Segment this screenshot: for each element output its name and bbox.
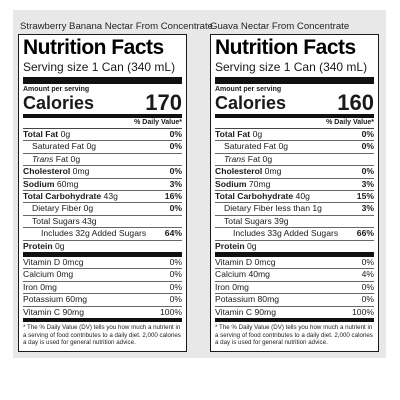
cholesterol-row: Cholesterol 0mg 0% — [215, 166, 374, 179]
product-name: Guava Nectar From Concentrate — [210, 21, 350, 32]
daily-value-header: % Daily Value* — [215, 118, 374, 129]
nutrition-sheet: Strawberry Banana Nectar From Concentrat… — [13, 10, 386, 358]
protein-row: Protein 0g — [215, 241, 374, 258]
amount-per-serving: Amount per serving — [215, 86, 282, 93]
daily-value-footnote: * The % Daily Value (DV) tells you how m… — [23, 324, 181, 346]
nutrition-facts-title: Nutrition Facts — [215, 36, 356, 59]
saturated-fat-row: Saturated Fat 0g 0% — [215, 141, 374, 154]
total-fat-row: Total Fat 0g 0% — [215, 129, 374, 142]
serving-size: Serving size 1 Can (340 mL) — [23, 60, 182, 75]
total-carbohydrate-row: Total Carbohydrate 43g 16% — [23, 191, 182, 204]
dietary-fiber-row: Dietary Fiber 0g 0% — [23, 203, 182, 216]
sodium-row: Sodium 60mg 3% — [23, 179, 182, 192]
calories-value: 160 — [337, 90, 374, 115]
vitamin-row: Potassium 60mg 0% — [23, 294, 182, 307]
total-carbohydrate-row: Total Carbohydrate 40g 15% — [215, 191, 374, 204]
daily-value-footnote: * The % Daily Value (DV) tells you how m… — [215, 324, 373, 346]
dietary-fiber-row: Dietary Fiber less than 1g 3% — [215, 203, 374, 216]
product-name: Strawberry Banana Nectar From Concentrat… — [20, 21, 214, 32]
trans-fat-row: Trans Fat 0g — [23, 154, 182, 167]
trans-fat-row: Trans Fat 0g — [215, 154, 374, 167]
nutrition-facts-title: Nutrition Facts — [23, 36, 164, 59]
divider-medium — [215, 114, 374, 118]
total-sugars-row: Total Sugars 39g — [215, 216, 374, 229]
calories-row: Calories 170 — [23, 90, 182, 115]
calories-label: Calories — [215, 93, 287, 113]
serving-size-value: 1 Can (340 mL) — [91, 60, 176, 74]
vitamin-row: Iron 0mg 0% — [23, 282, 182, 295]
vitamin-row: Calcium 40mg 4% — [215, 269, 374, 282]
total-sugars-row: Total Sugars 43g — [23, 216, 182, 229]
added-sugars-row: Includes 33g Added Sugars 66% — [215, 228, 374, 241]
vitamin-row: Vitamin D 0mcg 0% — [23, 257, 182, 270]
divider-medium — [23, 114, 182, 118]
vitamin-row: Iron 0mg 0% — [215, 282, 374, 295]
sodium-row: Sodium 70mg 3% — [215, 179, 374, 192]
protein-row: Protein 0g — [23, 241, 182, 258]
saturated-fat-row: Saturated Fat 0g 0% — [23, 141, 182, 154]
added-sugars-row: Includes 32g Added Sugars 64% — [23, 228, 182, 241]
vitamin-row: Vitamin C 90mg 100% — [23, 307, 182, 323]
vitamin-row: Vitamin C 90mg 100% — [215, 307, 374, 323]
vitamin-row: Calcium 0mg 0% — [23, 269, 182, 282]
total-fat-row: Total Fat 0g 0% — [23, 129, 182, 142]
daily-value-header: % Daily Value* — [23, 118, 182, 129]
calories-row: Calories 160 — [215, 90, 374, 115]
calories-label: Calories — [23, 93, 95, 113]
serving-size: Serving size 1 Can (340 mL) — [215, 60, 374, 75]
cholesterol-row: Cholesterol 0mg 0% — [23, 166, 182, 179]
vitamin-row: Potassium 80mg 0% — [215, 294, 374, 307]
serving-size-value: 1 Can (340 mL) — [283, 60, 368, 74]
serving-size-label: Serving size — [215, 60, 281, 74]
nutrition-label-strawberry-banana: Nutrition Facts Serving size 1 Can (340 … — [18, 34, 187, 352]
divider-heavy — [215, 77, 374, 84]
nutrition-label-guava: Nutrition Facts Serving size 1 Can (340 … — [210, 34, 379, 352]
amount-per-serving: Amount per serving — [23, 86, 90, 93]
vitamin-row: Vitamin D 0mcg 0% — [215, 257, 374, 270]
calories-value: 170 — [145, 90, 182, 115]
divider-heavy — [23, 77, 182, 84]
serving-size-label: Serving size — [23, 60, 89, 74]
